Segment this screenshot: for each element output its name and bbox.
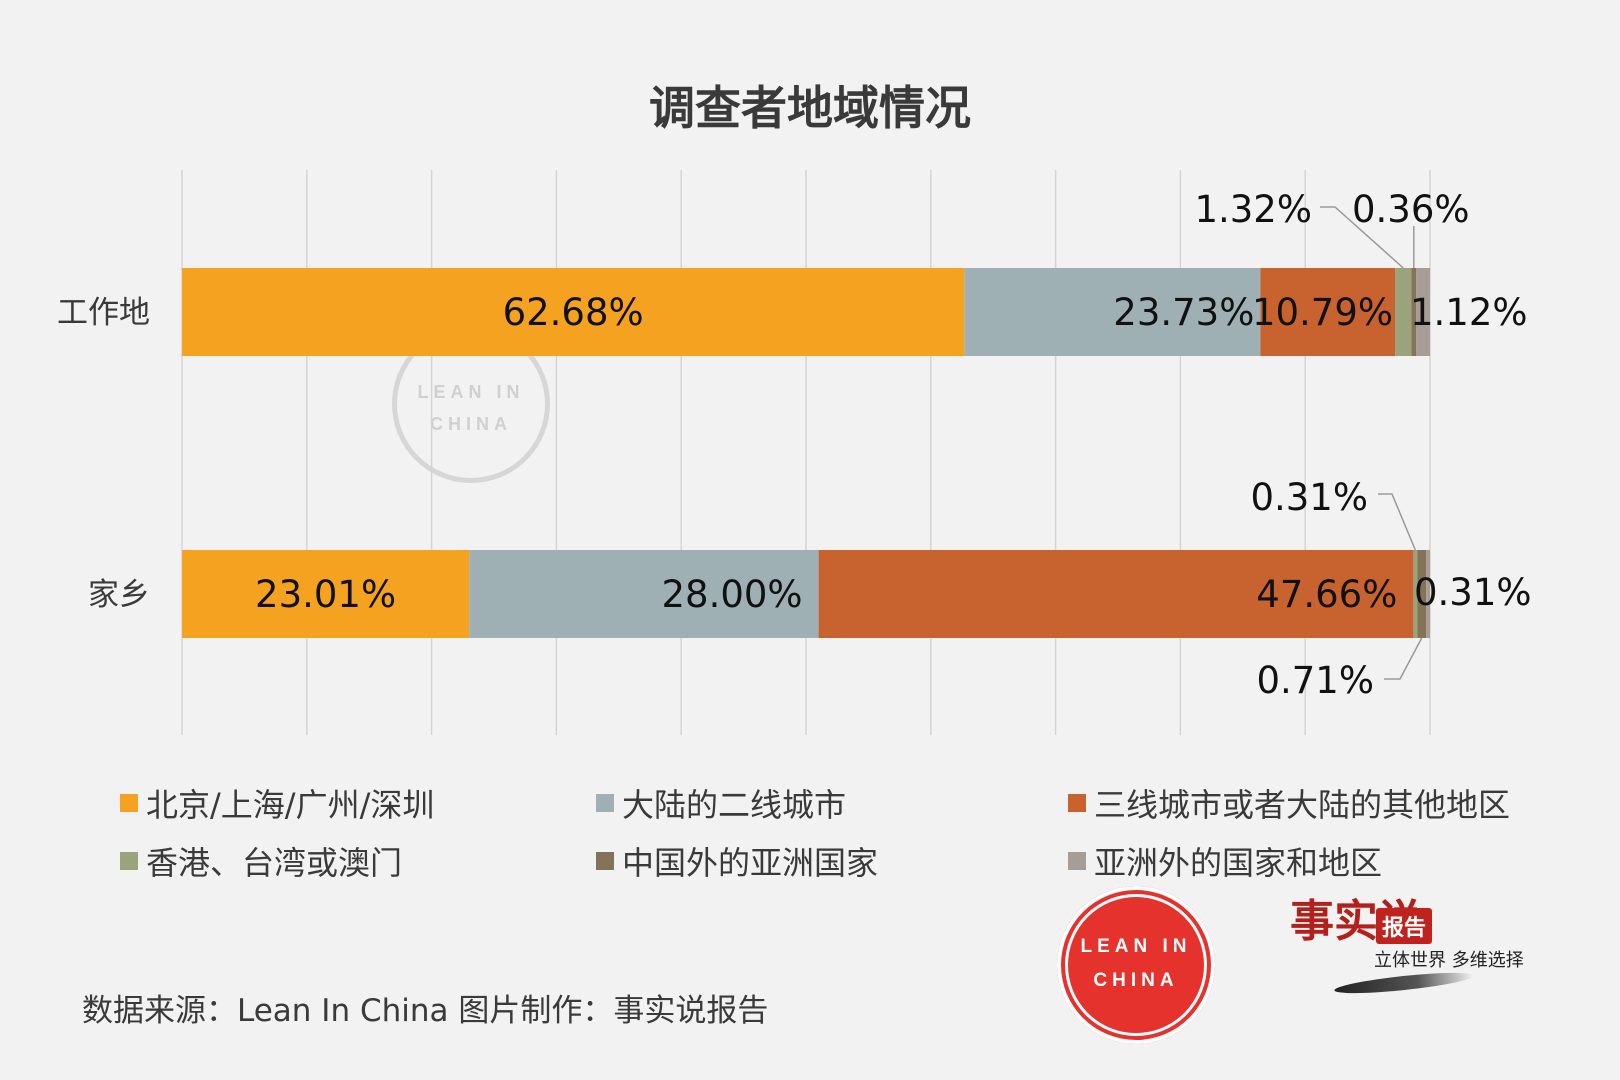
legend-label: 大陆的二线城市 bbox=[622, 786, 847, 824]
legend-label: 亚洲外的国家和地区 bbox=[1094, 844, 1383, 882]
legend-item: 香港、台湾或澳门 bbox=[120, 838, 402, 884]
data-label: 0.36% bbox=[1352, 188, 1470, 231]
legend-label: 北京/上海/广州/深圳 bbox=[146, 786, 435, 824]
data-label: 0.31% bbox=[1414, 571, 1532, 614]
data-label: 23.01% bbox=[255, 573, 396, 616]
legend-swatch bbox=[120, 852, 138, 870]
chart-title: 调查者地域情况 bbox=[649, 81, 971, 135]
bar-segment bbox=[1413, 550, 1418, 638]
leader-line bbox=[1384, 637, 1423, 680]
data-label: 47.66% bbox=[1256, 573, 1397, 616]
bar-segment bbox=[818, 550, 1414, 638]
legend-item: 中国外的亚洲国家 bbox=[596, 838, 878, 884]
chart-legend: 北京/上海/广州/深圳 大陆的二线城市 三线城市或者大陆的其他地区香港、台湾或澳门 中… bbox=[0, 780, 1620, 900]
bar-segment bbox=[182, 268, 965, 356]
bar-segment bbox=[1411, 268, 1417, 356]
bar-segment bbox=[1416, 268, 1430, 356]
legend-label: 三线城市或者大陆的其他地区 bbox=[1094, 786, 1511, 824]
legend-swatch bbox=[1068, 852, 1086, 870]
leader-line bbox=[1320, 206, 1404, 269]
bar-segment bbox=[1426, 550, 1430, 638]
legend-swatch bbox=[596, 852, 614, 870]
data-label: 10.79% bbox=[1252, 291, 1393, 334]
bar-segment bbox=[469, 550, 819, 638]
legend-item: 大陆的二线城市 bbox=[596, 780, 846, 826]
logo-line1: LEAN IN bbox=[1080, 936, 1192, 957]
leader-line bbox=[1378, 493, 1417, 551]
logo-ring bbox=[1065, 894, 1207, 1036]
brand-logo: 事实说 报告 立体世界 多维选择 bbox=[1290, 900, 1530, 1010]
bar-segment bbox=[1395, 268, 1412, 356]
bar-segment bbox=[182, 550, 470, 638]
data-label: 28.00% bbox=[662, 573, 803, 616]
legend-swatch bbox=[596, 794, 614, 812]
legend-label: 中国外的亚洲国家 bbox=[622, 844, 879, 882]
data-label: 1.12% bbox=[1410, 291, 1528, 334]
category-label: 工作地 bbox=[57, 295, 150, 331]
bar-segment bbox=[1417, 550, 1427, 638]
brush-stroke bbox=[1333, 968, 1475, 998]
bar-segment bbox=[964, 268, 1261, 356]
watermark-logo-line2: CHINA bbox=[430, 414, 512, 434]
logo-line2: CHINA bbox=[1093, 970, 1179, 991]
legend-item: 亚洲外的国家和地区 bbox=[1068, 838, 1382, 884]
watermark-logo-line1: LEAN IN bbox=[417, 382, 525, 402]
legend-swatch bbox=[120, 794, 138, 812]
brand-slogan: 立体世界 多维选择 bbox=[1374, 950, 1524, 971]
data-label: 23.73% bbox=[1113, 291, 1254, 334]
bar-segment bbox=[1260, 268, 1396, 356]
legend-label: 香港、台湾或澳门 bbox=[146, 844, 403, 882]
legend-item: 北京/上海/广州/深圳 bbox=[120, 780, 434, 826]
category-label: 家乡 bbox=[88, 577, 150, 613]
legend-item: 三线城市或者大陆的其他地区 bbox=[1068, 780, 1510, 826]
data-label: 1.32% bbox=[1194, 188, 1312, 231]
data-label: 0.31% bbox=[1250, 476, 1368, 519]
brand-badge: 报告 bbox=[1376, 908, 1433, 944]
source-note: 数据来源：Lean In China 图片制作：事实说报告 bbox=[82, 993, 769, 1029]
lean-in-china-logo: LEAN IN CHINA bbox=[1057, 886, 1215, 1044]
data-label: 0.71% bbox=[1256, 659, 1374, 702]
data-label: 62.68% bbox=[503, 291, 644, 334]
legend-swatch bbox=[1068, 794, 1086, 812]
